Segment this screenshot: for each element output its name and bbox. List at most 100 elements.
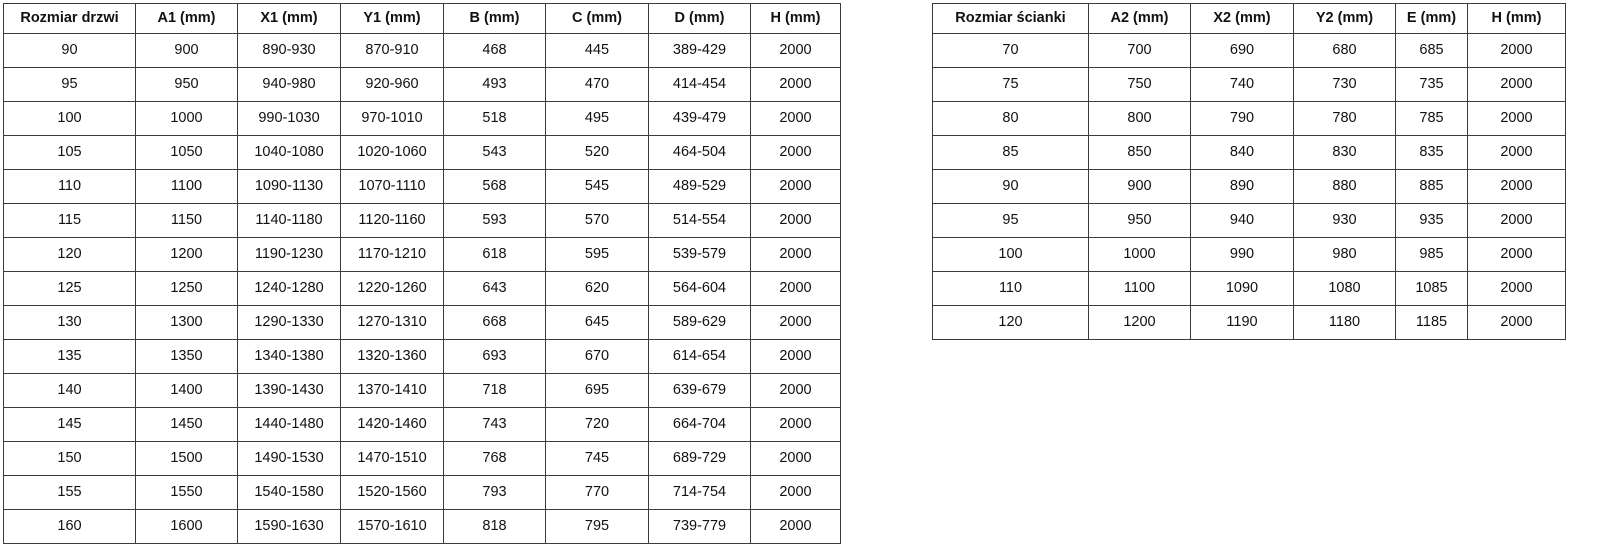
- wall-size-cell: 120: [932, 305, 1089, 340]
- table-cell: 870-910: [340, 33, 444, 68]
- table-cell: 668: [443, 305, 546, 340]
- door-size-cell: 90: [3, 33, 136, 68]
- table-row: 115 1150 1140-1180 1120-1160 593 570 514-554 20…: [3, 203, 841, 238]
- table-cell: 900: [135, 33, 238, 68]
- door-size-cell: 115: [3, 203, 136, 238]
- table-cell: 570: [545, 203, 649, 238]
- table-cell: 2000: [750, 475, 841, 510]
- table-cell: 795: [545, 509, 649, 544]
- table-cell: 595: [545, 237, 649, 272]
- table-cell: 2000: [750, 407, 841, 442]
- table-cell: 835: [1395, 135, 1468, 170]
- table-cell: 1250: [135, 271, 238, 306]
- table-cell: 1120-1160: [340, 203, 444, 238]
- table-cell: 1350: [135, 339, 238, 374]
- wall-table-body: 70 700 690 680 685 2000 75 750 740 730 735 2000 80 80…: [932, 33, 1566, 340]
- table-row: 120 1200 1190 1180 1185 2000: [932, 305, 1566, 340]
- table-cell: 2000: [1467, 101, 1566, 136]
- table-cell: 743: [443, 407, 546, 442]
- table-cell: 1185: [1395, 305, 1468, 340]
- table-cell: 1190-1230: [237, 237, 341, 272]
- table-cell: 890-930: [237, 33, 341, 68]
- table-cell: 539-579: [648, 237, 751, 272]
- table-cell: 514-554: [648, 203, 751, 238]
- table-cell: 2000: [750, 101, 841, 136]
- wall-column-header: Y2 (mm): [1293, 3, 1396, 34]
- table-cell: 1290-1330: [237, 305, 341, 340]
- table-cell: 564-604: [648, 271, 751, 306]
- table-cell: 2000: [750, 509, 841, 544]
- table-cell: 1090: [1190, 271, 1294, 306]
- table-cell: 739-779: [648, 509, 751, 544]
- table-cell: 695: [545, 373, 649, 408]
- table-cell: 639-679: [648, 373, 751, 408]
- table-cell: 543: [443, 135, 546, 170]
- table-cell: 2000: [750, 305, 841, 340]
- table-cell: 1240-1280: [237, 271, 341, 306]
- wall-size-cell: 100: [932, 237, 1089, 272]
- wall-size-cell: 85: [932, 135, 1089, 170]
- table-cell: 2000: [750, 271, 841, 306]
- wall-column-header: E (mm): [1395, 3, 1468, 34]
- specification-tables-page: Rozmiar drzwi A1 (mm) X1 (mm) Y1 (mm) B (mm)…: [3, 3, 1566, 544]
- table-header-row: Rozmiar drzwi A1 (mm) X1 (mm) Y1 (mm) B (mm)…: [3, 3, 841, 34]
- wall-size-cell: 95: [932, 203, 1089, 238]
- table-cell: 2000: [1467, 67, 1566, 102]
- table-row: 110 1100 1090-1130 1070-1110 568 545 489-529 20…: [3, 169, 841, 204]
- table-row: 130 1300 1290-1330 1270-1310 668 645 589-629 20…: [3, 305, 841, 340]
- table-cell: 2000: [1467, 169, 1566, 204]
- door-column-header: D (mm): [648, 3, 751, 34]
- wall-size-cell: 110: [932, 271, 1089, 306]
- table-row: 90 900 890-930 870-910 468 445 389-429 2000: [3, 33, 841, 68]
- table-row: 160 1600 1590-1630 1570-1610 818 795 739-779 20…: [3, 509, 841, 544]
- table-cell: 680: [1293, 33, 1396, 68]
- table-cell: 1570-1610: [340, 509, 444, 544]
- table-cell: 1370-1410: [340, 373, 444, 408]
- table-cell: 1040-1080: [237, 135, 341, 170]
- table-cell: 2000: [750, 339, 841, 374]
- table-cell: 493: [443, 67, 546, 102]
- table-cell: 1050: [135, 135, 238, 170]
- table-cell: 740: [1190, 67, 1294, 102]
- wall-column-header: Rozmiar ścianki: [932, 3, 1089, 34]
- door-table-body: 90 900 890-930 870-910 468 445 389-429 2000 95 95…: [3, 33, 841, 544]
- table-cell: 735: [1395, 67, 1468, 102]
- table-cell: 990: [1190, 237, 1294, 272]
- table-cell: 2000: [750, 135, 841, 170]
- table-cell: 618: [443, 237, 546, 272]
- door-dimensions-table: Rozmiar drzwi A1 (mm) X1 (mm) Y1 (mm) B (mm)…: [3, 3, 841, 544]
- door-size-cell: 145: [3, 407, 136, 442]
- table-cell: 920-960: [340, 67, 444, 102]
- table-cell: 495: [545, 101, 649, 136]
- table-cell: 2000: [750, 33, 841, 68]
- table-cell: 718: [443, 373, 546, 408]
- table-row: 135 1350 1340-1380 1320-1360 693 670 614-654 20…: [3, 339, 841, 374]
- table-cell: 1000: [1088, 237, 1191, 272]
- table-cell: 1170-1210: [340, 237, 444, 272]
- table-cell: 1090-1130: [237, 169, 341, 204]
- table-cell: 2000: [1467, 271, 1566, 306]
- table-cell: 750: [1088, 67, 1191, 102]
- table-cell: 464-504: [648, 135, 751, 170]
- table-cell: 1440-1480: [237, 407, 341, 442]
- table-cell: 645: [545, 305, 649, 340]
- table-cell: 800: [1088, 101, 1191, 136]
- table-cell: 1070-1110: [340, 169, 444, 204]
- table-cell: 2000: [750, 373, 841, 408]
- table-cell: 2000: [750, 169, 841, 204]
- table-cell: 990-1030: [237, 101, 341, 136]
- door-size-cell: 130: [3, 305, 136, 340]
- table-cell: 985: [1395, 237, 1468, 272]
- table-cell: 468: [443, 33, 546, 68]
- table-cell: 980: [1293, 237, 1396, 272]
- table-cell: 1520-1560: [340, 475, 444, 510]
- table-cell: 714-754: [648, 475, 751, 510]
- table-cell: 1085: [1395, 271, 1468, 306]
- table-cell: 693: [443, 339, 546, 374]
- table-cell: 1340-1380: [237, 339, 341, 374]
- wall-size-cell: 80: [932, 101, 1089, 136]
- table-cell: 689-729: [648, 441, 751, 476]
- table-cell: 1140-1180: [237, 203, 341, 238]
- table-cell: 2000: [1467, 237, 1566, 272]
- table-cell: 620: [545, 271, 649, 306]
